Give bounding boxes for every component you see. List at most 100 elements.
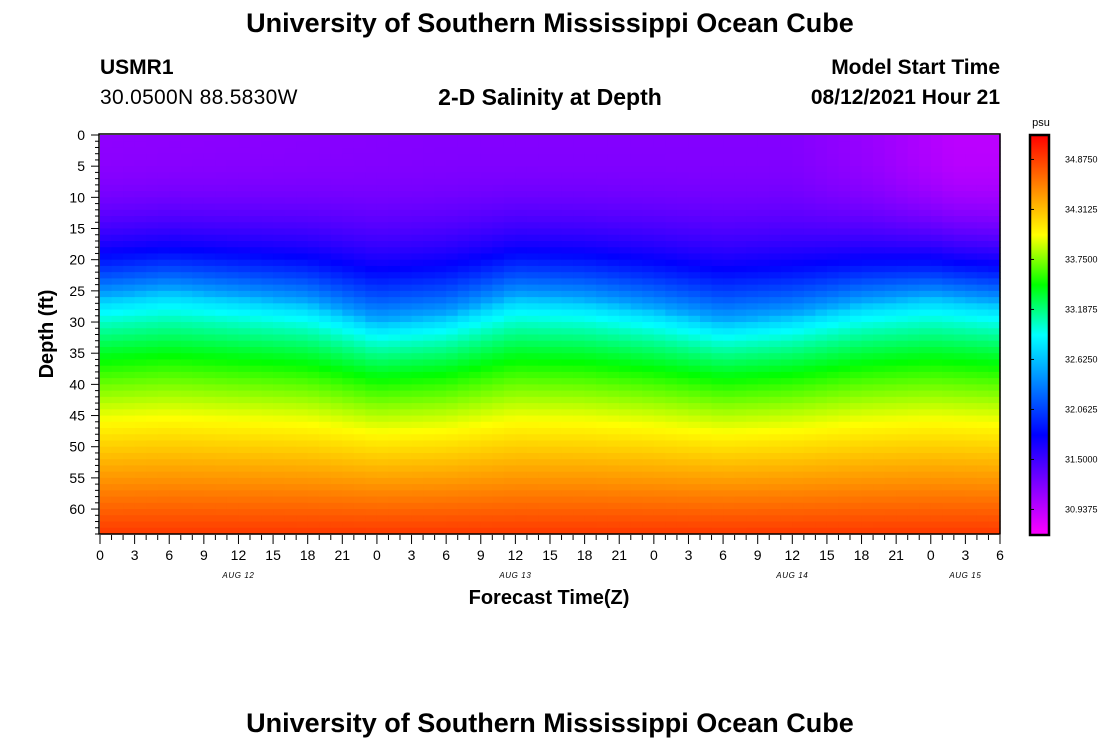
- heatmap-cell: [792, 396, 805, 404]
- heatmap-cell: [296, 147, 309, 155]
- heatmap-cell: [769, 471, 782, 479]
- heatmap-cell: [203, 209, 216, 217]
- heatmap-cell: [261, 521, 274, 529]
- heatmap-cell: [388, 209, 401, 217]
- heatmap-cell: [492, 234, 505, 242]
- heatmap-cell: [653, 484, 666, 491]
- heatmap-cell: [826, 272, 840, 279]
- heatmap-cell: [826, 222, 840, 230]
- heatmap-cell: [215, 421, 228, 429]
- heatmap-cell: [630, 527, 643, 535]
- heatmap-cell: [353, 240, 366, 248]
- heatmap-cell: [607, 253, 620, 261]
- heatmap-cell: [423, 496, 436, 504]
- heatmap-cell: [307, 209, 320, 217]
- heatmap-cell: [365, 135, 378, 142]
- heatmap-cell: [400, 490, 413, 498]
- heatmap-cell: [988, 390, 1001, 398]
- heatmap-cell: [642, 496, 655, 504]
- heatmap-cell: [411, 365, 424, 373]
- heatmap-cell: [873, 428, 886, 435]
- heatmap-cell: [711, 234, 724, 242]
- heatmap-cell: [723, 440, 736, 448]
- heatmap-cell: [469, 459, 482, 467]
- heatmap-cell: [700, 284, 713, 292]
- heatmap-cell: [942, 172, 955, 180]
- heatmap-cell: [757, 290, 770, 298]
- heatmap-cell: [861, 309, 874, 317]
- heatmap-cell: [434, 371, 447, 379]
- heatmap-cell: [319, 428, 332, 435]
- heatmap-cell: [376, 459, 390, 467]
- heatmap-cell: [515, 259, 528, 267]
- heatmap-cell: [423, 459, 436, 467]
- heatmap-cell: [780, 496, 793, 504]
- heatmap-cell: [607, 315, 620, 323]
- heatmap-cell: [930, 322, 943, 329]
- heatmap-cell: [780, 490, 793, 498]
- heatmap-cell: [215, 446, 228, 454]
- heatmap-cell: [388, 315, 401, 323]
- heatmap-cell: [446, 415, 459, 423]
- heatmap-cell: [492, 135, 505, 142]
- heatmap-cell: [653, 147, 666, 155]
- heatmap-cell: [953, 141, 966, 149]
- heatmap-cell: [815, 527, 828, 535]
- heatmap-cell: [896, 390, 909, 398]
- heatmap-cell: [919, 159, 932, 167]
- heatmap-cell: [250, 147, 263, 155]
- heatmap-cell: [976, 440, 990, 448]
- heatmap-cell: [884, 303, 897, 311]
- heatmap-cell: [584, 390, 597, 398]
- heatmap-cell: [573, 141, 586, 149]
- heatmap-cell: [861, 259, 874, 267]
- heatmap-cell: [169, 515, 182, 523]
- heatmap-cell: [596, 484, 609, 491]
- heatmap-cell: [907, 141, 920, 149]
- heatmap-cell: [630, 403, 643, 410]
- heatmap-cell: [942, 515, 955, 523]
- heatmap-cell: [642, 359, 655, 367]
- heatmap-cell: [988, 191, 1001, 198]
- heatmap-cell: [515, 409, 528, 417]
- heatmap-cell: [723, 459, 736, 467]
- heatmap-cell: [503, 203, 516, 211]
- heatmap-cell: [757, 203, 770, 211]
- heatmap-cell: [734, 278, 747, 286]
- heatmap-cell: [238, 353, 251, 361]
- heatmap-cell: [434, 178, 447, 186]
- heatmap-cell: [919, 446, 932, 454]
- heatmap-cell: [550, 278, 563, 286]
- heatmap-cell: [873, 452, 886, 460]
- heatmap-cell: [665, 166, 678, 173]
- heatmap-cell: [284, 477, 297, 485]
- heatmap-cell: [250, 521, 263, 529]
- heatmap-cell: [492, 203, 505, 211]
- heatmap-cell: [388, 184, 401, 192]
- heatmap-cell: [250, 172, 263, 180]
- heatmap-cell: [919, 396, 932, 404]
- heatmap-cell: [619, 315, 632, 323]
- heatmap-cell: [146, 396, 159, 404]
- heatmap-cell: [561, 278, 574, 286]
- heatmap-cell: [388, 272, 401, 279]
- heatmap-cell: [665, 440, 678, 448]
- heatmap-cell: [850, 509, 863, 516]
- heatmap-cell: [976, 496, 990, 504]
- heatmap-cell: [930, 365, 943, 373]
- heatmap-cell: [411, 452, 424, 460]
- heatmap-cell: [261, 222, 274, 230]
- heatmap-cell: [365, 141, 378, 149]
- heatmap-cell: [826, 247, 840, 255]
- heatmap-cell: [353, 452, 366, 460]
- heatmap-cell: [307, 191, 320, 198]
- heatmap-cell: [411, 340, 424, 348]
- heatmap-cell: [746, 471, 759, 479]
- heatmap-cell: [596, 191, 609, 198]
- heatmap-cell: [573, 365, 586, 373]
- heatmap-cell: [746, 328, 759, 336]
- heatmap-cell: [850, 278, 863, 286]
- heatmap-cell: [746, 135, 759, 142]
- heatmap-cell: [365, 328, 378, 336]
- heatmap-cell: [238, 209, 251, 217]
